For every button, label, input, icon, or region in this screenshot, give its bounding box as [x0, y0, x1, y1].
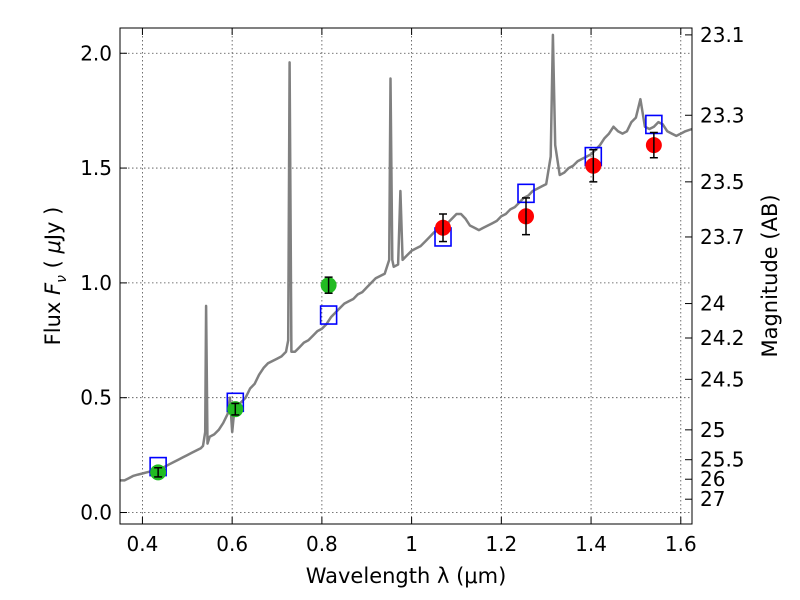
- y-tick-label: 1.5: [80, 156, 112, 180]
- plot-frame: [119, 27, 693, 525]
- x-tick-label: 0.8: [306, 532, 338, 556]
- y-tick-label: 2.0: [80, 41, 112, 65]
- right-tick-label: 23.7: [700, 225, 745, 249]
- right-tick-label: 25.5: [700, 448, 745, 472]
- x-tick-label: 1: [405, 532, 418, 556]
- x-tick-label: 0.6: [216, 532, 248, 556]
- model-photometry-square: [319, 305, 338, 325]
- right-axis-label: Magnitude (AB): [758, 194, 782, 357]
- x-axis-label: Wavelength λ (μm): [306, 564, 507, 588]
- right-tick-label: 27: [700, 487, 725, 511]
- right-tick-label: 23.3: [700, 103, 745, 127]
- plot-area: [120, 33, 693, 482]
- right-tick-label: 24.2: [700, 326, 745, 350]
- right-tick-label: 24: [700, 292, 725, 316]
- right-tick-label: 23.1: [700, 23, 745, 47]
- y-tick-label: 0.0: [80, 501, 112, 525]
- x-tick-label: 1.4: [575, 532, 607, 556]
- x-tick-label: 1.6: [665, 532, 697, 556]
- y-tick-label: 1.0: [80, 271, 112, 295]
- spectrum-line: [120, 33, 693, 482]
- y-axis-label: Flux Fν ( μJy ): [41, 207, 70, 346]
- right-tick-label: 26: [700, 467, 725, 491]
- y-tick-label: 0.5: [80, 386, 112, 410]
- plot-background: [120, 28, 692, 524]
- right-tick-label: 23.5: [700, 170, 745, 194]
- right-tick-label: 24.5: [700, 367, 745, 391]
- x-tick-label: 0.4: [127, 532, 159, 556]
- x-tick-label: 1.2: [485, 532, 517, 556]
- right-tick-label: 25: [700, 418, 725, 442]
- axis-ticks: 0.4 0.6 0.8 1 1.2 1.4 1.6 0.0 0.5 1.0 1.5 2.0 23.1 23…: [80, 23, 744, 556]
